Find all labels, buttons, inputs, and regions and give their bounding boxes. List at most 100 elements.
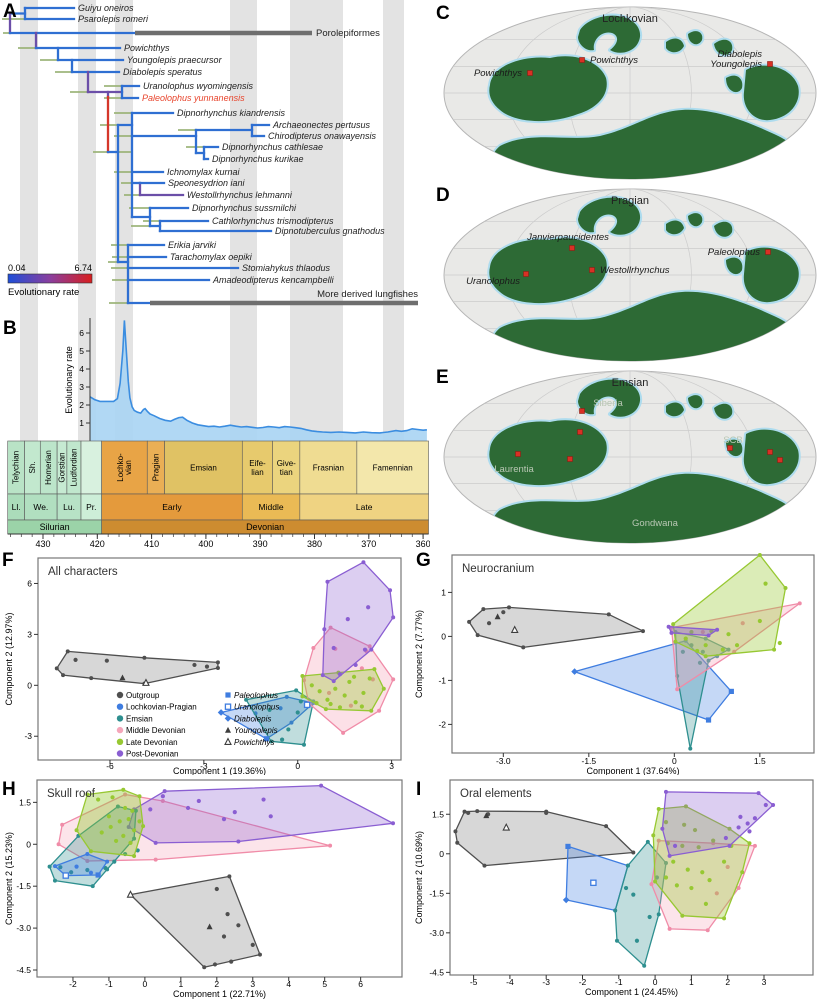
svg-text:Lochko-: Lochko- — [116, 453, 125, 482]
svg-text:Siberia: Siberia — [593, 398, 623, 409]
svg-text:Pr.: Pr. — [86, 502, 96, 512]
svg-text:Dipnorhynchus kurikae: Dipnorhynchus kurikae — [212, 154, 304, 164]
svg-text:Neurocranium: Neurocranium — [462, 563, 534, 575]
svg-text:More derived lungfishes: More derived lungfishes — [317, 289, 418, 300]
svg-text:Evolutionary rate: Evolutionary rate — [64, 346, 74, 414]
svg-text:-3: -3 — [24, 731, 32, 741]
svg-text:0: 0 — [26, 839, 31, 849]
svg-text:Powichthys: Powichthys — [234, 738, 274, 747]
svg-text:Porolepiformes: Porolepiformes — [316, 28, 380, 39]
svg-text:Youngolepis: Youngolepis — [234, 726, 278, 735]
svg-text:4: 4 — [79, 364, 84, 374]
svg-text:1: 1 — [178, 979, 183, 989]
panel-d-map-pragian: Pragian Janvierpaucidentes Uranolophus West… — [436, 185, 817, 362]
svg-text:3: 3 — [79, 382, 84, 392]
svg-text:Diabolepis: Diabolepis — [718, 49, 763, 60]
svg-text:390: 390 — [253, 539, 268, 548]
svg-text:2: 2 — [214, 979, 219, 989]
svg-text:Component 2 (15.23%): Component 2 (15.23%) — [4, 832, 14, 925]
svg-text:SCB: SCB — [723, 435, 743, 446]
svg-text:-1: -1 — [438, 675, 446, 685]
svg-text:1: 1 — [441, 587, 446, 597]
svg-text:Westollrhynchus: Westollrhynchus — [600, 265, 670, 276]
svg-text:Ll.: Ll. — [12, 502, 21, 512]
svg-text:Late Devonian: Late Devonian — [126, 738, 178, 747]
svg-text:Ichnomylax kurnai: Ichnomylax kurnai — [167, 167, 241, 177]
svg-text:Component 2 (7.77%): Component 2 (7.77%) — [414, 610, 424, 698]
svg-text:Amadeodipterus kencampbelli: Amadeodipterus kencampbelli — [212, 275, 335, 285]
svg-text:4: 4 — [286, 979, 291, 989]
svg-text:Eife-: Eife- — [249, 459, 266, 468]
svg-text:Oral elements: Oral elements — [460, 788, 532, 800]
svg-text:430: 430 — [35, 539, 50, 548]
svg-text:380: 380 — [307, 539, 322, 548]
svg-text:0: 0 — [27, 680, 32, 690]
svg-text:-6: -6 — [106, 761, 114, 771]
svg-text:Dipnorhynchus kiandrensis: Dipnorhynchus kiandrensis — [177, 108, 286, 118]
svg-text:5: 5 — [322, 979, 327, 989]
svg-text:Component 1 (22.71%): Component 1 (22.71%) — [173, 989, 266, 999]
svg-text:A: A — [3, 1, 17, 22]
svg-text:Early: Early — [162, 502, 182, 512]
svg-text:2: 2 — [79, 400, 84, 410]
svg-text:Diabolepis speratus: Diabolepis speratus — [123, 67, 203, 77]
svg-text:Pragian: Pragian — [611, 195, 649, 207]
svg-text:-2: -2 — [579, 977, 587, 987]
svg-text:0: 0 — [441, 631, 446, 641]
svg-text:6: 6 — [79, 328, 84, 338]
svg-text:Lochkovian-Pragian: Lochkovian-Pragian — [126, 703, 197, 712]
svg-text:-3: -3 — [200, 761, 208, 771]
panel-g-scatter-neurocranium: -3.0 -1.5 0 1.5 1 0 -1 -2 Component 1 (37.64%) Co… — [414, 550, 815, 775]
svg-text:Lochkovian: Lochkovian — [602, 13, 658, 25]
svg-text:Frasnian: Frasnian — [313, 464, 344, 473]
svg-text:Chirodipterus onawayensis: Chirodipterus onawayensis — [268, 131, 377, 141]
svg-text:Famennian: Famennian — [373, 464, 413, 473]
svg-text:-3.0: -3.0 — [496, 756, 511, 766]
svg-text:E: E — [436, 367, 449, 388]
panel-a-phylogeny: Porolepiformes More derived lungfishes Gui… — [2, 0, 418, 315]
svg-text:Skull roof: Skull roof — [47, 788, 96, 800]
svg-text:vian: vian — [124, 460, 133, 475]
svg-text:Powichthys: Powichthys — [474, 68, 522, 79]
svg-text:Component 2 (10.69%): Component 2 (10.69%) — [414, 831, 424, 924]
panel-i-scatter-oral-elements: -5 -4 -3 -2 -1 0 1 2 3 1.5 0 -1.5 -3.0 -4.5 Component … — [414, 779, 814, 997]
svg-text:Emsian: Emsian — [190, 464, 217, 473]
svg-text:I: I — [416, 779, 421, 800]
svg-text:Ludfordian: Ludfordian — [69, 449, 78, 487]
svg-text:Youngolepis praecursor: Youngolepis praecursor — [127, 55, 223, 65]
svg-text:Erikia jarviki: Erikia jarviki — [168, 240, 217, 250]
svg-text:-4.5: -4.5 — [16, 965, 31, 975]
svg-text:Middle: Middle — [259, 502, 284, 512]
svg-text:1: 1 — [79, 418, 84, 428]
svg-text:Paleolophus: Paleolophus — [708, 247, 761, 258]
svg-text:All characters: All characters — [48, 566, 118, 578]
svg-text:5: 5 — [79, 346, 84, 356]
svg-text:-4.5: -4.5 — [429, 967, 444, 977]
svg-text:Dipnorhynchus cathlesae: Dipnorhynchus cathlesae — [222, 142, 323, 152]
svg-text:360: 360 — [416, 539, 430, 548]
svg-text:-3.0: -3.0 — [16, 923, 31, 933]
svg-text:3: 3 — [762, 977, 767, 987]
svg-text:3: 3 — [27, 629, 32, 639]
svg-text:1.5: 1.5 — [754, 756, 766, 766]
svg-text:0: 0 — [653, 977, 658, 987]
svg-text:Guiyu oneiros: Guiyu oneiros — [78, 3, 134, 13]
svg-text:420: 420 — [90, 539, 105, 548]
panel-h-scatter-skull-roof: -2 -1 0 1 2 3 4 5 6 1.5 0 -1.5 -3.0 -4.5 Component 1 (… — [2, 779, 403, 999]
svg-text:Uranolophus: Uranolophus — [234, 703, 279, 712]
svg-text:Paleolophus yunnanensis: Paleolophus yunnanensis — [142, 93, 245, 103]
svg-text:Cathlorhynchus trismodipterus: Cathlorhynchus trismodipterus — [212, 216, 334, 226]
svg-text:0: 0 — [439, 849, 444, 859]
svg-text:410: 410 — [144, 539, 159, 548]
svg-text:6: 6 — [27, 578, 32, 588]
svg-text:C: C — [436, 3, 450, 24]
svg-text:lian: lian — [251, 468, 263, 477]
svg-text:Archaeonectes pertusus: Archaeonectes pertusus — [272, 120, 371, 130]
svg-text:-1.5: -1.5 — [16, 881, 31, 891]
svg-text:Psarolepis romeri: Psarolepis romeri — [78, 14, 149, 24]
svg-text:Emsian: Emsian — [612, 377, 649, 389]
svg-text:Laurentia: Laurentia — [494, 464, 534, 475]
svg-text:-1: -1 — [105, 979, 113, 989]
svg-text:Devonian: Devonian — [246, 522, 284, 532]
